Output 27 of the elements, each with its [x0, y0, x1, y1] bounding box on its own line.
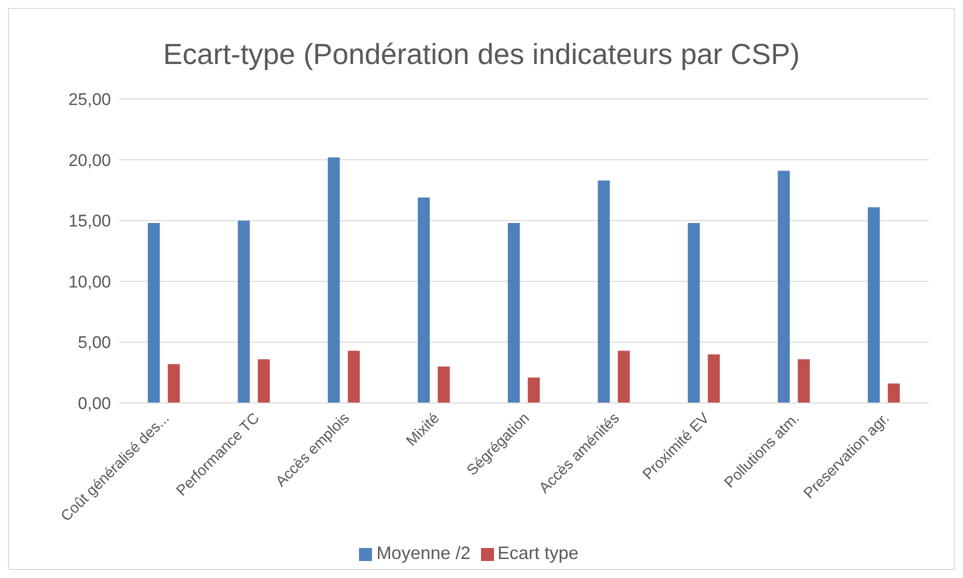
bar: [418, 197, 430, 403]
y-tick-label: 15,00: [68, 212, 111, 231]
bar: [168, 364, 180, 403]
chart-title: Ecart-type (Pondération des indicateurs par CSP): [162, 38, 801, 73]
y-tick-label: 25,00: [68, 90, 111, 110]
y-tick-label: 5,00: [78, 333, 111, 352]
bar: [328, 157, 340, 403]
bar: [598, 180, 610, 403]
bar: [798, 359, 810, 403]
legend-label: Ecart type: [498, 543, 579, 563]
bar: [888, 384, 900, 403]
bar: [708, 354, 720, 403]
y-tick-label: 20,00: [68, 150, 111, 170]
y-tick-label: 0,00: [78, 394, 111, 414]
bar: [688, 223, 700, 403]
bar: [528, 377, 540, 403]
bar: [348, 350, 360, 403]
bar: [438, 366, 450, 403]
bar: [868, 207, 880, 403]
bar: [778, 170, 790, 403]
bar: [238, 220, 250, 403]
bar: [618, 350, 630, 403]
bar: [508, 223, 520, 403]
legend-label: Moyenne /2: [376, 543, 470, 563]
bar: [258, 359, 270, 403]
y-tick-label: 10,00: [68, 272, 111, 292]
bar: [148, 223, 160, 403]
